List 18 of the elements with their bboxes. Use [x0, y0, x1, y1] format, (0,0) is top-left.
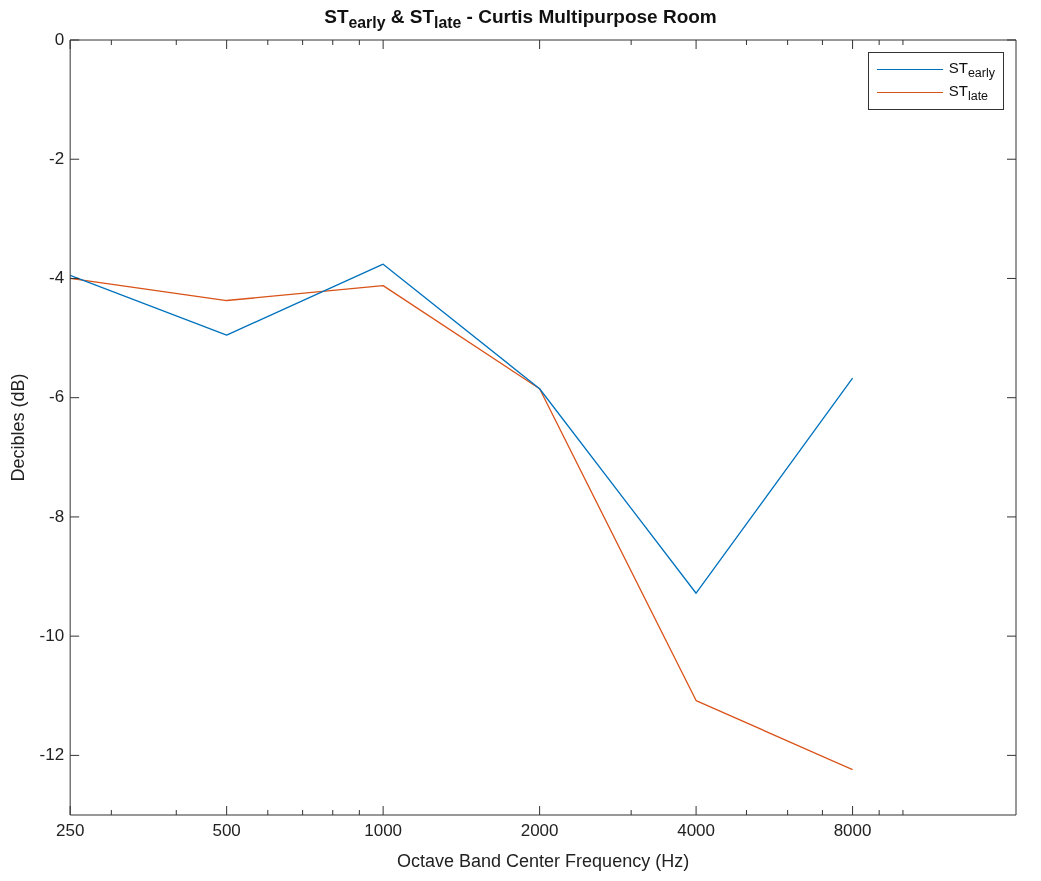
x-tick-label: 4000 [677, 820, 716, 840]
y-tick-label: -6 [49, 387, 65, 407]
x-tick-label: 2000 [520, 820, 559, 840]
x-tick-label: 8000 [833, 820, 872, 840]
x-tick-label: 250 [55, 820, 85, 840]
y-tick-label: -10 [39, 625, 65, 645]
x-tick-label: 500 [212, 820, 241, 840]
legend-label: ST$_{early}$ [948, 59, 995, 80]
legend-label: ST$_{late}$ [948, 82, 989, 103]
y-tick-label: -12 [39, 745, 65, 765]
y-tick-label: -4 [49, 268, 65, 288]
y-axis-title: Decibles (dB) [7, 373, 28, 482]
y-tick-label: 0 [54, 29, 65, 49]
y-tick-label: -2 [49, 148, 65, 168]
chart-title: ST$_{early}$ & ST$_{late}$ - Curtis Multipurpose Room [324, 6, 717, 31]
x-axis-title: Octave Band Center Frequency (Hz) [397, 851, 690, 872]
x-tick-label: 1000 [364, 820, 403, 840]
y-tick-label: -8 [49, 506, 65, 526]
